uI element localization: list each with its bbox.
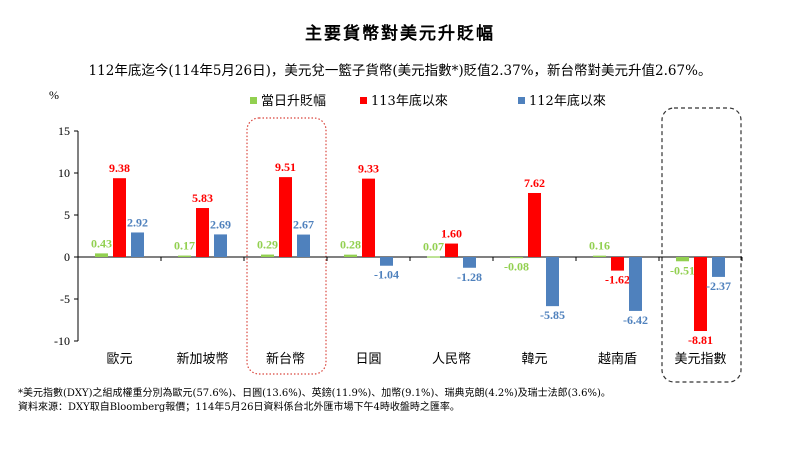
bar-3 — [546, 257, 559, 307]
category-label: 新台幣 — [266, 351, 305, 367]
bar-3 — [712, 257, 725, 277]
footnote-dxy-weights: *美元指數(DXY)之組成權重分別為歐元(57.6%)、日圓(13.6%)、英鎊… — [18, 388, 611, 399]
bar-1 — [510, 257, 523, 259]
bar-1 — [95, 253, 108, 257]
data-label-1: 0.07 — [423, 239, 444, 253]
bar-chart: % 15 10 5 0 -5 -10 歐元 新加坡幣 新台幣 日圓 人民幣 韓元 越南盾 美元指數 0.43 0… — [49, 88, 743, 383]
y-tick-label: 0 — [64, 250, 70, 264]
bar-1 — [344, 254, 357, 257]
bar-1 — [676, 257, 689, 262]
data-label-3: -5.85 — [540, 308, 565, 322]
highlight-box-1 — [246, 117, 327, 375]
legend-label-3: 112年底以來 — [529, 93, 606, 109]
data-label-2: 9.51 — [275, 160, 296, 174]
category-label: 韓元 — [521, 352, 547, 367]
data-label-2: -8.81 — [688, 333, 713, 347]
bar-2 — [196, 208, 209, 257]
data-label-2: 5.83 — [192, 191, 213, 205]
category-label: 美元指數 — [674, 352, 726, 367]
bar-2 — [113, 178, 126, 257]
bar-1 — [178, 255, 191, 257]
data-label-3: 2.92 — [127, 215, 148, 229]
category-label: 日圓 — [355, 352, 381, 367]
legend-label-1: 當日升貶幅 — [261, 94, 326, 109]
data-label-1: 0.29 — [257, 238, 278, 252]
category-label: 人民幣 — [432, 352, 471, 367]
data-label-3: -1.28 — [457, 270, 482, 284]
bar-2 — [362, 178, 375, 257]
bar-1 — [427, 256, 440, 258]
data-label-1: -0.51 — [670, 263, 695, 277]
bar-1 — [261, 254, 274, 257]
bar-2 — [528, 192, 541, 257]
y-tick-label: 10 — [58, 166, 70, 180]
bar-2 — [445, 243, 458, 257]
data-label-2: 1.60 — [441, 227, 462, 241]
bar-3 — [131, 232, 144, 257]
data-label-3: -1.04 — [374, 268, 399, 282]
bar-2 — [279, 177, 292, 257]
data-label-2: 7.62 — [524, 176, 545, 190]
data-label-2: 9.38 — [109, 161, 130, 175]
highlight-box-2 — [661, 107, 742, 383]
legend-swatch-2 — [360, 97, 367, 104]
category-label: 新加坡幣 — [176, 351, 228, 367]
y-tick-label: -5 — [60, 292, 70, 306]
data-label-3: -6.42 — [623, 313, 648, 327]
bar-3 — [214, 234, 227, 257]
bar-3 — [629, 257, 642, 311]
data-label-3: 2.69 — [210, 217, 231, 231]
data-label-1: 0.43 — [91, 236, 112, 250]
legend-swatch-3 — [518, 97, 525, 104]
bar-2 — [694, 257, 707, 332]
bar-3 — [297, 234, 310, 257]
data-label-2: -1.62 — [605, 273, 630, 287]
y-tick-label: 5 — [64, 208, 70, 222]
data-label-3: 2.67 — [293, 218, 314, 232]
chart-subtitle: 112年底迄今(114年5月26日)，美元兌一籃子貨幣(美元指數*)貶值2.37… — [88, 63, 712, 79]
y-axis-label: % — [49, 88, 59, 102]
bar-1 — [593, 255, 606, 257]
data-label-3: -2.37 — [706, 279, 731, 293]
bar-3 — [380, 257, 393, 266]
chart-title: 主要貨幣對美元升貶幅 — [305, 24, 495, 44]
legend-swatch-1 — [250, 97, 257, 104]
y-tick-label: -10 — [54, 334, 70, 348]
y-tick-label: 15 — [58, 124, 70, 138]
data-label-1: 0.17 — [174, 239, 195, 253]
data-label-2: 9.33 — [358, 162, 379, 176]
category-label: 歐元 — [106, 352, 132, 367]
footnote-source: 資料來源：DXY取自Bloomberg報價；114年5月26日資料係台北外匯市場… — [18, 402, 460, 413]
data-label-1: -0.08 — [504, 260, 529, 274]
data-label-1: 0.16 — [589, 239, 610, 253]
data-label-1: 0.28 — [340, 238, 361, 252]
legend-label-2: 113年底以來 — [371, 93, 448, 109]
category-label: 越南盾 — [598, 351, 637, 367]
bar-2 — [611, 257, 624, 271]
bar-3 — [463, 257, 476, 268]
